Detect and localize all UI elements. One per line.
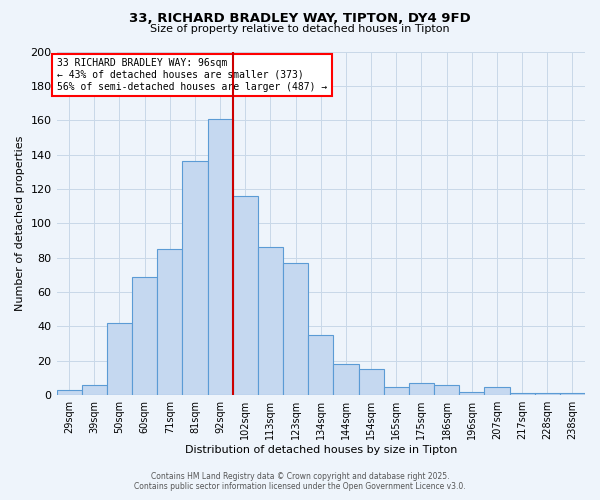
Bar [258, 248, 283, 395]
Bar [484, 386, 509, 395]
Bar [535, 394, 560, 395]
Bar [157, 249, 182, 395]
Bar [560, 394, 585, 395]
Y-axis label: Number of detached properties: Number of detached properties [15, 136, 25, 311]
Bar [509, 394, 535, 395]
Bar [459, 392, 484, 395]
Bar [409, 383, 434, 395]
Bar [208, 118, 233, 395]
Text: Size of property relative to detached houses in Tipton: Size of property relative to detached ho… [150, 24, 450, 34]
Bar [283, 263, 308, 395]
Bar [359, 370, 383, 395]
Bar [132, 276, 157, 395]
X-axis label: Distribution of detached houses by size in Tipton: Distribution of detached houses by size … [185, 445, 457, 455]
Bar [233, 196, 258, 395]
Bar [383, 386, 409, 395]
Bar [56, 390, 82, 395]
Bar [308, 335, 334, 395]
Bar [434, 385, 459, 395]
Bar [82, 385, 107, 395]
Text: 33 RICHARD BRADLEY WAY: 96sqm
← 43% of detached houses are smaller (373)
56% of : 33 RICHARD BRADLEY WAY: 96sqm ← 43% of d… [56, 58, 327, 92]
Bar [334, 364, 359, 395]
Bar [107, 323, 132, 395]
Text: Contains HM Land Registry data © Crown copyright and database right 2025.
Contai: Contains HM Land Registry data © Crown c… [134, 472, 466, 491]
Bar [182, 162, 208, 395]
Text: 33, RICHARD BRADLEY WAY, TIPTON, DY4 9FD: 33, RICHARD BRADLEY WAY, TIPTON, DY4 9FD [129, 12, 471, 26]
